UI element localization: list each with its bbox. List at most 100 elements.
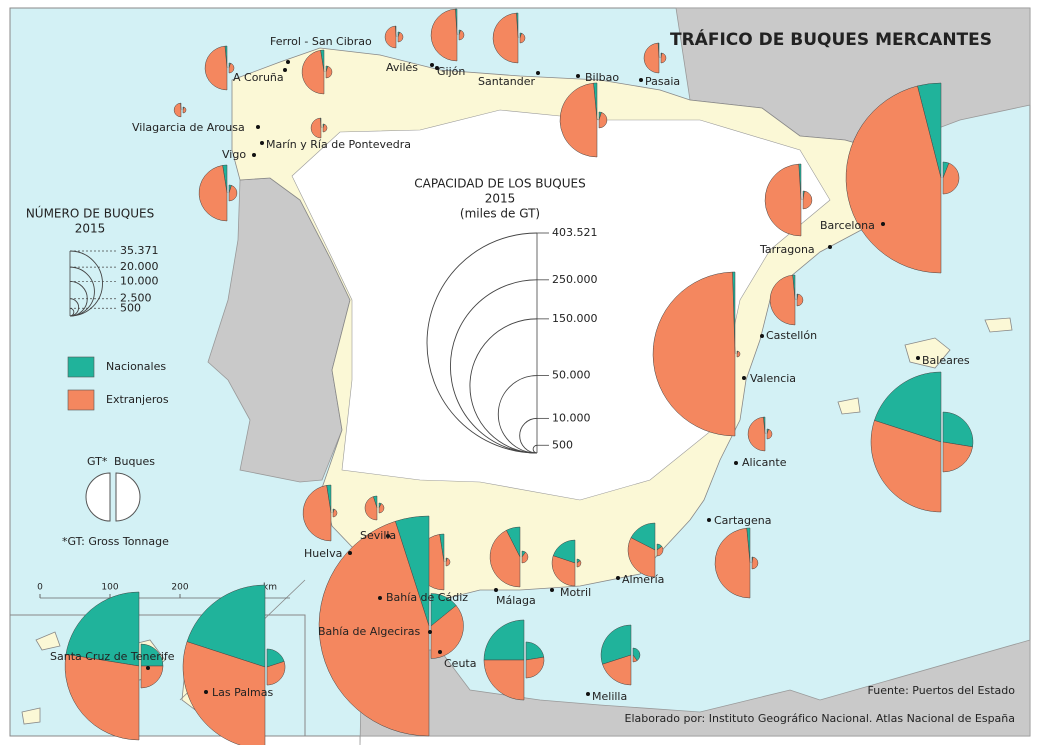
- gt-extranjeros: [551, 555, 576, 587]
- legend-unit: (miles de GT): [460, 207, 540, 221]
- gt-extranjeros: [652, 271, 736, 437]
- gt-extranjeros: [64, 653, 140, 741]
- buques-extranjeros: [458, 29, 465, 41]
- port-label: Gijón: [437, 65, 465, 78]
- buques-extranjeros: [397, 31, 404, 43]
- buques-nacionales: [140, 643, 164, 667]
- port-dot: [760, 334, 764, 338]
- buques-extranjeros: [228, 185, 238, 202]
- legend-half-label: Buques: [114, 455, 155, 468]
- port-dot: [639, 78, 643, 82]
- buques-nacionales: [942, 411, 974, 448]
- port-dot: [494, 588, 498, 592]
- gt-extranjeros: [747, 416, 766, 452]
- port-dot: [742, 376, 746, 380]
- scale-label: 200: [171, 583, 188, 593]
- port-dot: [576, 74, 580, 78]
- buques-extranjeros: [182, 106, 187, 114]
- port-label: Ceuta: [444, 657, 476, 670]
- port-dot: [286, 60, 290, 64]
- island: [984, 317, 1013, 333]
- scale-unit: km: [263, 583, 277, 593]
- port-dot: [348, 551, 352, 555]
- buques-extranjeros: [736, 350, 741, 358]
- buques-extranjeros: [751, 556, 759, 570]
- port-dot: [438, 650, 442, 654]
- legend-arc: [426, 232, 538, 454]
- legend-tick-label: 403.521: [552, 226, 598, 239]
- port-dot: [204, 690, 208, 694]
- port-dot: [146, 666, 150, 670]
- port-label: Barcelona: [820, 219, 875, 232]
- buques-extranjeros: [228, 62, 235, 74]
- buques-extranjeros: [796, 293, 804, 307]
- port-dot: [256, 125, 260, 129]
- legend-half-shape: [85, 472, 111, 522]
- port-label: Vilagarcia de Arousa: [132, 121, 245, 134]
- gt-extranjeros: [430, 8, 458, 62]
- port-dot: [260, 141, 264, 145]
- buques-extranjeros: [325, 65, 333, 79]
- legend-half-shape: [115, 472, 141, 522]
- buques-extranjeros: [266, 661, 286, 686]
- legend-arc: [69, 266, 95, 317]
- port-dot: [435, 66, 439, 70]
- gt-nacionales: [186, 584, 266, 668]
- gt-extranjeros: [845, 85, 942, 274]
- legend-arc: [69, 250, 103, 317]
- buques-extranjeros: [802, 190, 813, 210]
- legend-half-label: GT*: [87, 455, 108, 468]
- port-label: Las Palmas: [212, 686, 273, 699]
- port-label: Melilla: [592, 690, 627, 703]
- port-label: Vigo: [222, 148, 246, 161]
- buques-extranjeros: [521, 551, 529, 564]
- legend-tick-label: 10.000: [120, 274, 159, 287]
- legend-label: Extranjeros: [106, 393, 169, 406]
- port-label: Tarragona: [759, 243, 815, 256]
- legend-tick-label: 500: [120, 301, 141, 314]
- port-dot: [916, 356, 920, 360]
- gt-extranjeros: [384, 25, 397, 49]
- gt-extranjeros: [302, 485, 332, 542]
- legend-arc: [532, 444, 538, 454]
- port-label: Málaga: [496, 594, 536, 607]
- buques-extranjeros: [525, 656, 545, 679]
- gt-extranjeros: [301, 50, 325, 95]
- port-label: Avilés: [386, 61, 418, 74]
- gt-extranjeros: [198, 165, 228, 222]
- gt-nacionales: [874, 371, 942, 443]
- legend-arc: [69, 298, 80, 317]
- legend-note: *GT: Gross Tonnage: [62, 535, 169, 548]
- port-dot: [378, 596, 382, 600]
- gt-nacionales: [65, 591, 140, 667]
- gt-extranjeros: [173, 102, 182, 118]
- port-label: Bahía de Cádiz: [386, 591, 468, 604]
- legend-tick-label: 50.000: [552, 369, 591, 382]
- port-label: Pasaia: [645, 75, 680, 88]
- legend-tick-label: 35.371: [120, 244, 159, 257]
- buques-extranjeros: [942, 162, 960, 195]
- buques-extranjeros: [140, 665, 164, 689]
- gt-extranjeros: [714, 527, 751, 599]
- legend-tick-label: 10.000: [552, 411, 591, 424]
- gt-extranjeros: [769, 274, 796, 326]
- gt-extranjeros: [182, 641, 266, 745]
- buques-extranjeros: [378, 503, 385, 514]
- gt-nacionales: [483, 619, 525, 661]
- port-label: Sevilla: [360, 529, 396, 542]
- scale-label: 0: [37, 583, 43, 593]
- port-dot: [616, 576, 620, 580]
- legend-arc: [497, 375, 538, 454]
- port-label: Motril: [560, 586, 591, 599]
- port-label: Huelva: [304, 547, 342, 560]
- port-dot: [586, 692, 590, 696]
- buques-extranjeros: [322, 123, 328, 133]
- port-dot: [430, 63, 434, 67]
- port-label: Santander: [478, 75, 535, 88]
- legend-label: Nacionales: [106, 360, 166, 373]
- scale-label: 100: [101, 583, 118, 593]
- port-label: Valencia: [750, 372, 796, 385]
- legend-swatch: [67, 356, 95, 378]
- port-dot: [386, 534, 390, 538]
